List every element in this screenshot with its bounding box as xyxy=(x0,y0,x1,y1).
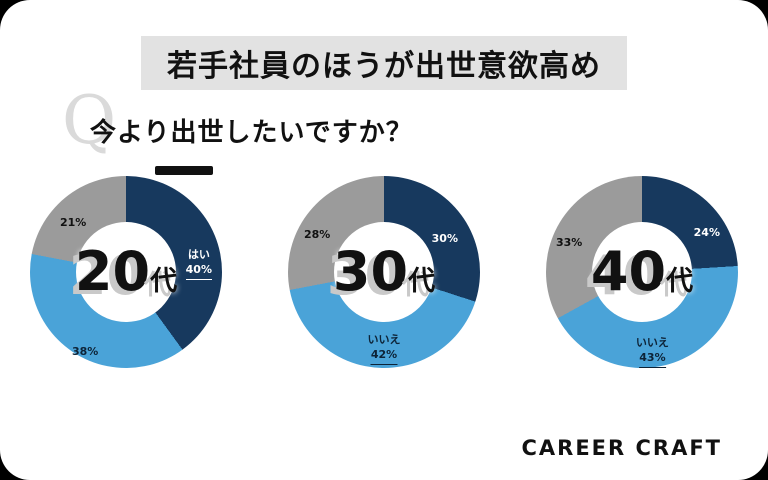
segment-pct: 28% xyxy=(304,228,331,241)
segment-name: いいえ xyxy=(367,333,401,347)
segment-label-no-40s: いいえ 43% xyxy=(636,336,669,368)
age-suffix: 代 xyxy=(150,266,178,297)
donut-hole-30s: 30 代 xyxy=(333,222,435,322)
age-number: 30 xyxy=(332,240,409,303)
segment-name: はい xyxy=(187,248,210,261)
segment-pct: 21% xyxy=(60,216,87,229)
title-wrap: 若手社員のほうが出世意欲高め xyxy=(0,36,768,90)
segment-name: いいえ xyxy=(635,336,669,350)
question-underline-accent xyxy=(155,166,213,175)
charts-row: はい 40% 38% 21% 20 代 xyxy=(0,176,768,368)
age-suffix: 代 xyxy=(666,266,694,297)
donut-ring-20s: はい 40% 38% 21% 20 代 xyxy=(30,176,222,368)
segment-label-yes-30s: 30% xyxy=(432,232,458,247)
segment-label-other-20s: 21% xyxy=(60,216,86,231)
segment-label-no-20s: 38% xyxy=(72,345,98,360)
donut-chart-40s: 24% いいえ 43% 33% 40 代 xyxy=(546,176,738,368)
segment-pct: 24% xyxy=(693,226,720,239)
segment-label-no-30s: いいえ 42% xyxy=(368,333,401,365)
segment-label-other-40s: 33% xyxy=(556,236,582,251)
segment-pct: 42% xyxy=(370,348,398,365)
donut-hole-20s: 20 代 xyxy=(75,222,177,322)
age-label-40s: 40 代 xyxy=(591,245,693,299)
segment-pct: 38% xyxy=(72,345,99,359)
donut-chart-30s: 30% いいえ 42% 28% 30 代 xyxy=(288,176,480,368)
brand-logo: CAREER CRAFT xyxy=(521,436,722,460)
donut-ring-30s: 30% いいえ 42% 28% 30 代 xyxy=(288,176,480,368)
segment-pct: 33% xyxy=(556,236,583,249)
donut-hole-40s: 40 代 xyxy=(591,222,693,322)
segment-pct: 30% xyxy=(431,232,458,245)
age-number: 20 xyxy=(74,240,151,303)
segment-pct: 40% xyxy=(185,263,212,280)
donut-chart-20s: はい 40% 38% 21% 20 代 xyxy=(30,176,222,368)
age-suffix: 代 xyxy=(408,266,436,297)
question-block: Q 今より出世したいですか？ xyxy=(62,88,413,162)
page-title: 若手社員のほうが出世意欲高め xyxy=(141,36,627,90)
segment-label-other-30s: 28% xyxy=(304,228,330,243)
segment-label-yes-20s: はい 40% xyxy=(185,248,212,280)
segment-pct: 43% xyxy=(639,351,666,368)
age-label-20s: 20 代 xyxy=(75,245,177,299)
age-number: 40 xyxy=(590,240,667,303)
age-label-30s: 30 代 xyxy=(333,245,435,299)
question-q-icon: Q xyxy=(62,82,117,159)
segment-label-yes-40s: 24% xyxy=(694,226,720,241)
donut-ring-40s: 24% いいえ 43% 33% 40 代 xyxy=(546,176,738,368)
question-text: 今より出世したいですか？ xyxy=(90,118,413,148)
